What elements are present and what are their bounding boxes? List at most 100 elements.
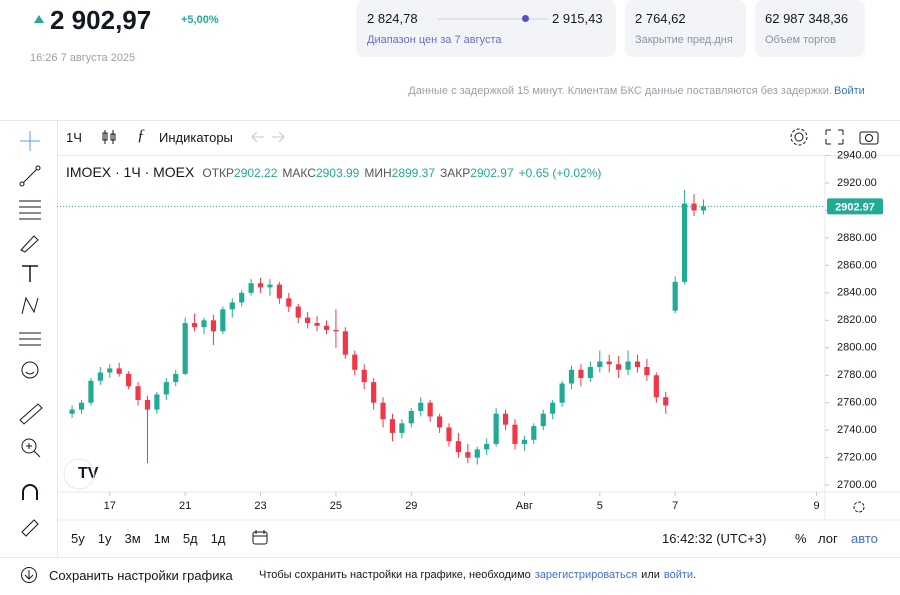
x-tick-label: 17	[104, 500, 116, 512]
candle-body	[201, 320, 207, 328]
legend-label: ОТКР	[202, 166, 235, 180]
volume-card: 62 987 348,36 Объем торгов	[755, 0, 865, 57]
login-link[interactable]: Войти	[834, 85, 865, 97]
candle-body	[540, 413, 546, 427]
tv-logo-ring	[63, 458, 95, 490]
range-buttons: 5у 1у 3м 1м 5д 1д	[71, 531, 225, 546]
scale-percent[interactable]: %	[795, 531, 807, 546]
candle-body	[107, 368, 113, 373]
range-label: Диапазон цен за 7 августа	[367, 34, 502, 46]
undo-redo[interactable]	[248, 128, 288, 146]
indicators-button[interactable]: Индикаторы	[159, 130, 233, 145]
candle-body	[550, 402, 556, 414]
candle-body	[135, 386, 141, 400]
candle-body	[474, 449, 480, 458]
candle-body	[163, 382, 169, 395]
candle-body	[361, 369, 367, 383]
candle-body	[295, 306, 301, 318]
interval-button[interactable]: 1Ч	[66, 130, 82, 145]
candle-body	[700, 206, 707, 211]
settings-icon[interactable]	[853, 501, 865, 513]
x-tick-label: 25	[330, 500, 342, 512]
x-tick-label: 21	[179, 500, 191, 512]
candle-body	[446, 427, 452, 442]
candle-body	[465, 452, 471, 458]
date-range-icon[interactable]	[250, 529, 270, 547]
legend-symbol: IMOEX · 1Ч · MOEX	[66, 164, 195, 180]
prev-close-card: 2 764,62 Закрытие пред.дня	[625, 0, 746, 57]
candle-body	[352, 354, 358, 370]
scale-auto[interactable]: авто	[851, 531, 878, 546]
range-button[interactable]: 3м	[124, 531, 141, 546]
y-tick-label: 2780.00	[837, 369, 877, 381]
range-button[interactable]: 1м	[153, 531, 170, 546]
candle-body	[493, 413, 499, 444]
save-icon[interactable]	[20, 566, 40, 584]
candle-body	[559, 383, 565, 403]
candle-icon[interactable]	[100, 128, 118, 146]
range-high: 2 915,43	[552, 11, 603, 26]
last-price-box	[827, 198, 883, 215]
range-button[interactable]: 5д	[182, 531, 198, 546]
candle-body	[568, 369, 575, 384]
candle-body	[502, 413, 509, 425]
legend-label: ЗАКР	[440, 166, 471, 180]
y-tick-label: 2740.00	[837, 424, 877, 436]
chart: TV 2700.00 2720.00 2740.00 2760.00 2780.00 28…	[57, 149, 900, 521]
range-card: 2 824,78 2 915,43 Диапазон цен за 7 авгу…	[356, 0, 616, 57]
candle-body	[380, 402, 386, 420]
candle-body	[663, 397, 669, 406]
login-link[interactable]: войти	[663, 569, 694, 581]
legend-label: МИН	[364, 166, 392, 180]
y-tick-label: 2920.00	[837, 177, 877, 189]
last-price-label: 2902.97	[835, 201, 875, 213]
save-settings[interactable]: Сохранить настройки графика	[49, 568, 233, 583]
range-button[interactable]: 1д	[210, 531, 226, 546]
candle-body	[78, 402, 85, 410]
candle-body	[191, 323, 198, 328]
candle-body	[88, 380, 94, 403]
candle-body	[173, 373, 179, 383]
y-tick-label: 2720.00	[837, 452, 877, 464]
candle-body	[653, 375, 659, 398]
legend-change: +0.65 (+0.02%)	[518, 166, 602, 180]
legend-value: 2902.22	[234, 166, 278, 180]
candle-body	[408, 410, 414, 424]
range-dot	[522, 15, 529, 22]
candle-body	[97, 372, 103, 381]
fx-icon[interactable]: ƒ	[137, 127, 145, 144]
top-right-icons[interactable]	[788, 127, 888, 147]
x-tick-label: 5	[597, 500, 603, 512]
legend-label: МАКС	[282, 166, 316, 180]
timestamp: 16:26 7 августа 2025	[30, 52, 136, 64]
candle-body	[691, 203, 697, 211]
register-link[interactable]: зарегистрироваться	[534, 569, 638, 581]
candle-body	[144, 399, 151, 410]
candle-body	[399, 423, 405, 433]
candle-body	[154, 394, 160, 410]
range-button[interactable]: 1у	[97, 531, 112, 546]
candle-body	[606, 361, 612, 365]
candle-body	[531, 426, 537, 440]
candle-body	[418, 402, 424, 411]
legend-value: 2902.97	[470, 166, 514, 180]
divider	[57, 121, 58, 557]
footer-end: .	[693, 569, 697, 581]
candle-body	[239, 292, 245, 303]
candle-body	[220, 309, 226, 332]
drawing-tools[interactable]	[14, 128, 46, 558]
candle-body	[672, 281, 678, 311]
candle-body	[126, 373, 132, 387]
range-low: 2 824,78	[367, 11, 418, 26]
prev-close: 2 764,62	[635, 11, 686, 26]
legend-value: 2903.99	[315, 166, 360, 180]
candle-body	[69, 409, 75, 414]
scale-log[interactable]: лог	[818, 531, 838, 546]
footer-text: Чтобы сохранить настройки на графике, не…	[259, 569, 696, 581]
price-change: +5,00%	[181, 14, 219, 26]
candle-body	[257, 283, 264, 288]
divider	[0, 557, 900, 558]
range-track	[438, 18, 548, 20]
range-button[interactable]: 5у	[71, 531, 85, 546]
footer-or: или	[641, 569, 660, 581]
